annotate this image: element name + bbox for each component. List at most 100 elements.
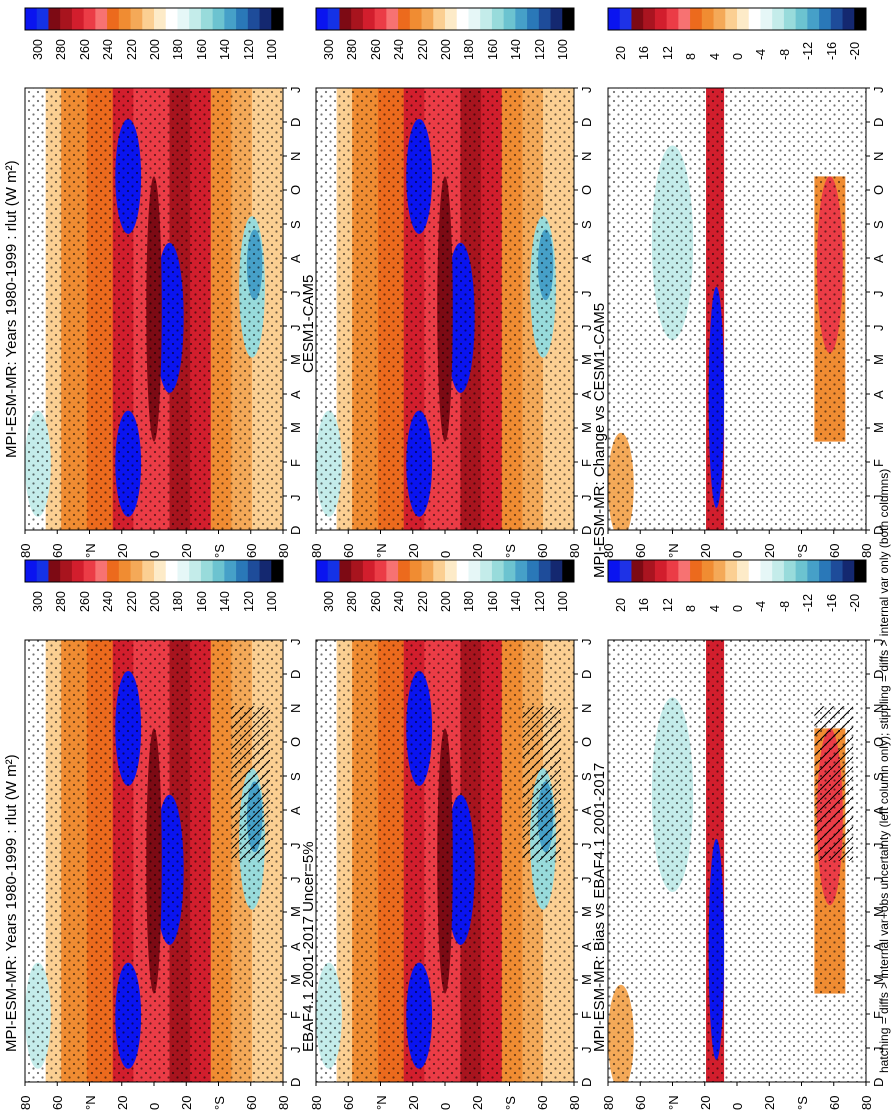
month-tick-0-6: J	[288, 876, 303, 884]
colorbar-label-4-3: 8	[684, 605, 699, 612]
colorbar-swatch-2-2	[339, 560, 352, 582]
month-tick-3-8: A	[579, 254, 594, 263]
month-tick-0-12: D	[288, 669, 303, 679]
colorbar-swatch-1-11	[154, 8, 167, 30]
month-tick-2-10: O	[579, 736, 594, 747]
colorbar-swatch-0-3	[60, 560, 73, 582]
month-tick-4-5: M	[871, 906, 886, 917]
month-tick-4-7: J	[871, 842, 886, 850]
colorbar-swatch-0-0	[25, 560, 38, 582]
colorbar-swatch-5-14	[772, 8, 785, 30]
colorbar-label-4-10: -20	[848, 593, 863, 612]
heatmap-panel-1	[24, 87, 287, 534]
lat-tick-2-3: 20	[405, 1095, 421, 1110]
colorbar-swatch-2-15	[491, 560, 505, 582]
colorbar-swatch-5-0	[608, 8, 621, 30]
colorbar-label-5-0: 20	[613, 46, 628, 60]
colorbar-swatch-2-0	[316, 560, 329, 582]
lat-tick-1-7: 60	[243, 543, 259, 558]
lat-tick-3-7: 60	[534, 543, 550, 558]
month-tick-1-2: F	[288, 459, 303, 467]
colorbar-swatch-2-3	[351, 560, 364, 582]
colorbar-swatch-4-10	[725, 560, 738, 582]
colorbar-swatch-5-12	[748, 8, 761, 30]
colorbar-swatch-3-13	[468, 8, 481, 30]
colorbar-swatch-3-3	[351, 8, 364, 30]
month-tick-3-13: J	[579, 86, 594, 94]
colorbar-swatch-0-20	[259, 560, 272, 582]
panel-title-left-1: MPI-ESM-MR: Years 1980-1999 : rlut (W m²…	[3, 754, 20, 1052]
month-tick-4-3: M	[871, 974, 886, 985]
lat-tick-4-5: 20	[762, 1095, 778, 1110]
colorbar-swatch-1-18	[236, 8, 249, 30]
colorbar-swatch-2-11	[445, 560, 458, 582]
colorbar-label-4-4: 4	[707, 605, 722, 612]
colorbar-label-2-5: 200	[439, 591, 453, 612]
month-tick-3-3: M	[579, 422, 594, 433]
month-tick-1-4: A	[288, 390, 303, 399]
month-tick-0-4: A	[288, 942, 303, 951]
colorbar-swatch-5-2	[631, 8, 644, 30]
colorbar-swatch-4-20	[842, 560, 855, 582]
colorbar-swatch-1-15	[200, 8, 214, 30]
lat-tick-0-3: 20	[114, 1095, 130, 1110]
colorbar-label-1-2: 260	[77, 39, 92, 60]
month-tick-3-4: A	[579, 390, 594, 399]
month-tick-2-5: M	[579, 906, 594, 917]
colorbar-label-5-7: -8	[777, 48, 792, 60]
lat-tick-0-1: 60	[50, 1095, 66, 1110]
lat-tick-3-6: °S	[502, 544, 518, 558]
colorbar-swatch-0-10	[142, 560, 155, 582]
colorbar-swatch-5-1	[619, 8, 632, 30]
colorbar-swatch-0-17	[224, 560, 237, 582]
month-tick-5-1: J	[871, 494, 886, 502]
month-tick-1-11: N	[288, 151, 303, 161]
month-tick-1-5: M	[288, 354, 303, 365]
colorbar-swatch-1-7	[107, 8, 120, 30]
lat-tick-2-6: °S	[502, 1096, 518, 1110]
colorbar-label-5-8: -12	[801, 41, 816, 60]
colorbar-0	[24, 559, 284, 583]
lat-tick-0-7: 60	[243, 1095, 259, 1110]
colorbar-label-3-2: 260	[368, 39, 383, 60]
colorbar-label-3-10: 100	[556, 39, 571, 60]
colorbar-swatch-1-12	[165, 8, 178, 30]
month-tick-3-10: O	[579, 184, 594, 195]
month-tick-3-2: F	[579, 459, 594, 467]
colorbar-label-2-1: 280	[345, 591, 360, 612]
month-tick-1-1: J	[288, 494, 303, 502]
month-tick-2-8: A	[579, 806, 594, 815]
colorbar-swatch-5-4	[654, 8, 668, 30]
lat-tick-4-7: 60	[826, 1095, 842, 1110]
colorbar-label-0-10: 100	[265, 591, 280, 612]
panel-title-right-1: MPI-ESM-MR: Years 1980-1999 : rlut (W m²…	[3, 160, 20, 458]
month-tick-5-0: D	[871, 525, 886, 535]
colorbar-swatch-4-21	[854, 560, 867, 582]
month-tick-1-6: J	[288, 324, 303, 332]
heatmap-panel-3	[315, 87, 578, 534]
colorbar-label-2-7: 160	[485, 591, 500, 612]
colorbar-5	[607, 7, 867, 31]
colorbar-label-2-0: 300	[321, 591, 336, 612]
month-tick-1-8: A	[288, 254, 303, 263]
colorbar-swatch-3-1	[327, 8, 340, 30]
colorbar-swatch-3-18	[527, 8, 540, 30]
colorbar-swatch-1-8	[118, 8, 132, 30]
month-tick-2-13: J	[579, 638, 594, 646]
month-tick-1-0: D	[288, 525, 303, 535]
colorbar-swatch-5-17	[807, 8, 820, 30]
colorbar-swatch-5-13	[760, 8, 773, 30]
colorbar-swatch-0-9	[130, 560, 143, 582]
month-tick-5-4: A	[871, 390, 886, 399]
colorbar-swatch-2-13	[468, 560, 481, 582]
colorbar-swatch-4-17	[807, 560, 820, 582]
month-tick-5-13: J	[871, 86, 886, 94]
month-tick-4-13: J	[871, 638, 886, 646]
lat-tick-3-2: °N	[373, 543, 389, 558]
month-tick-1-3: M	[288, 422, 303, 433]
lat-tick-5-4: 0	[730, 550, 745, 558]
colorbar-4	[607, 559, 867, 583]
colorbar-label-1-9: 120	[241, 39, 256, 60]
colorbar-swatch-4-19	[830, 560, 844, 582]
